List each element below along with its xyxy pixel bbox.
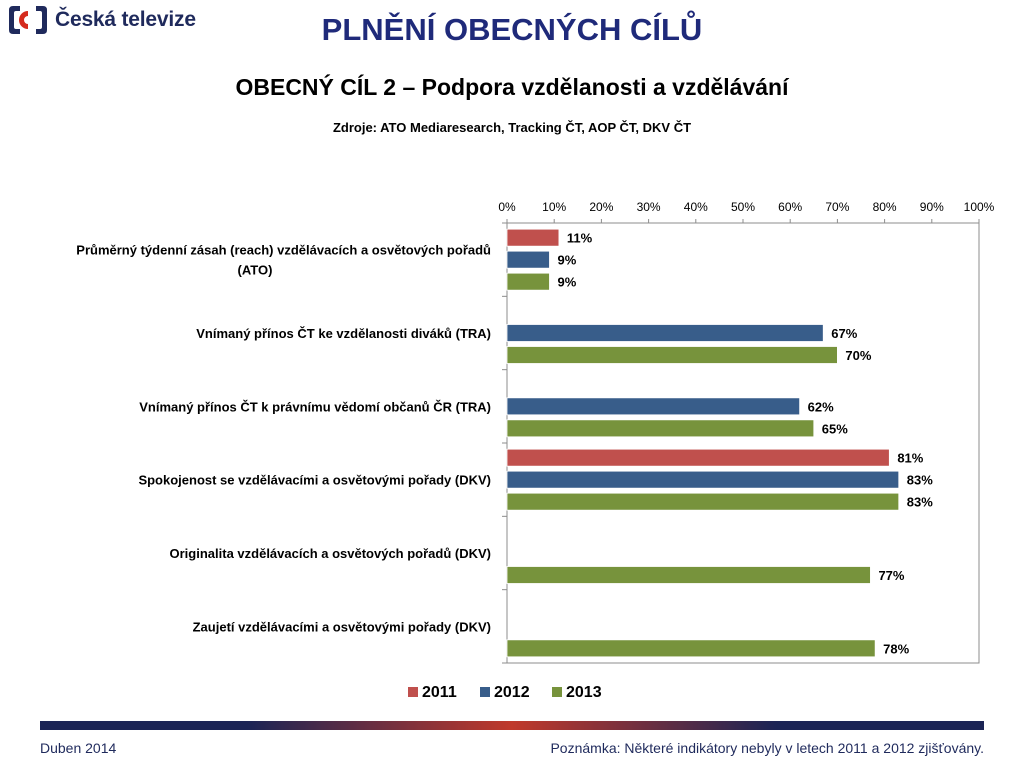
bar-2012 <box>506 397 801 416</box>
data-label: 83% <box>907 473 933 488</box>
category-label: Originalita vzdělávacích a osvětových po… <box>170 546 491 561</box>
bar-2013 <box>506 272 550 291</box>
bar-2013 <box>506 346 838 364</box>
x-tick-label: 100% <box>964 200 995 214</box>
legend-label: 2013 <box>566 684 602 701</box>
x-tick-label: 20% <box>589 200 613 214</box>
data-label: 9% <box>557 253 576 268</box>
x-tick-label: 90% <box>920 200 944 214</box>
data-label: 67% <box>831 326 857 341</box>
legend-label: 2012 <box>494 684 530 701</box>
x-tick-label: 80% <box>873 200 897 214</box>
legend-label: 2011 <box>422 684 457 701</box>
legend-swatch-2011 <box>408 687 418 697</box>
category-label: Vnímaný přínos ČT k právnímu vědomí obča… <box>139 399 491 414</box>
bar-2013 <box>506 419 815 438</box>
ceska-televize-logo-icon <box>9 6 47 34</box>
x-tick-label: 30% <box>637 200 661 214</box>
data-label: 65% <box>822 421 848 436</box>
page-subtitle: OBECNÝ CÍL 2 – Podpora vzdělanosti a vzd… <box>235 74 789 100</box>
data-label: 77% <box>878 568 904 583</box>
x-tick-label: 0% <box>498 200 516 214</box>
footer-divider <box>40 721 984 730</box>
x-tick-label: 40% <box>684 200 708 214</box>
bar-2012 <box>506 324 824 342</box>
logo-text: Česká televize <box>55 8 196 31</box>
category-label: Spokojenost se vzdělávacími a osvětovými… <box>138 473 491 488</box>
plot-area <box>506 222 980 664</box>
data-label: 11% <box>567 231 593 246</box>
footer-note: Poznámka: Některé indikátory nebyly v le… <box>550 740 984 756</box>
x-tick-label: 60% <box>778 200 802 214</box>
data-label: 78% <box>883 641 909 656</box>
logo: Česká televize <box>8 5 196 35</box>
data-label: 62% <box>808 399 834 414</box>
footer-date: Duben 2014 <box>40 740 117 756</box>
data-label: 83% <box>907 495 933 510</box>
category-label: (ATO) <box>238 263 273 278</box>
legend-swatch-2013 <box>552 687 562 697</box>
bar-2012 <box>506 470 900 489</box>
x-tick-label: 10% <box>542 200 566 214</box>
data-label: 9% <box>557 275 576 290</box>
category-label: Průměrný týdenní zásah (reach) vzdělávac… <box>76 243 491 258</box>
category-label: Zaujetí vzdělávacími a osvětovými pořady… <box>193 619 491 634</box>
data-label: 81% <box>897 451 923 466</box>
bar-2013 <box>506 492 900 511</box>
sources-note: Zdroje: ATO Mediaresearch, Tracking ČT, … <box>332 120 692 135</box>
bar-chart: 0% 10% 20% 30% 40% 50% 60% 70% 80% 90% 100% Průměrn… <box>76 200 995 701</box>
bar-2012 <box>506 250 550 269</box>
data-label: 70% <box>845 348 871 363</box>
bar-2011 <box>506 448 890 467</box>
bar-2011 <box>506 228 560 247</box>
x-tick-label: 70% <box>825 200 849 214</box>
page-title: PLNĚNÍ OBECNÝCH CÍLŮ <box>321 12 703 47</box>
category-label: Vnímaný přínos ČT ke vzdělanosti diváků … <box>196 326 491 341</box>
bar-2013 <box>506 566 871 584</box>
x-tick-label: 50% <box>731 200 755 214</box>
bar-2013 <box>506 639 876 658</box>
legend-swatch-2012 <box>480 687 490 697</box>
